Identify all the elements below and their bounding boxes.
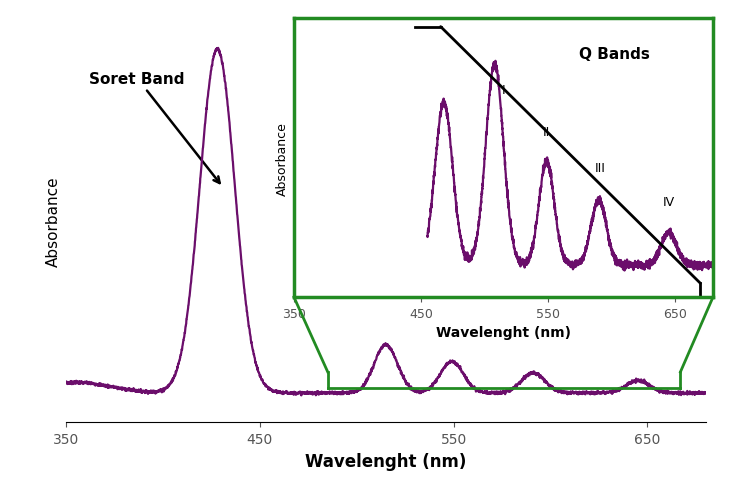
Text: II: II <box>543 126 551 139</box>
Text: I: I <box>502 84 505 97</box>
Text: IV: IV <box>662 195 675 208</box>
Text: Q Bands: Q Bands <box>579 47 650 62</box>
Text: III: III <box>595 162 606 175</box>
Y-axis label: Absorbance: Absorbance <box>46 176 60 266</box>
X-axis label: Wavelenght (nm): Wavelenght (nm) <box>436 326 571 340</box>
X-axis label: Wavelenght (nm): Wavelenght (nm) <box>305 452 467 469</box>
Text: Soret Band: Soret Band <box>90 72 220 184</box>
Y-axis label: Absorbance: Absorbance <box>276 121 288 195</box>
